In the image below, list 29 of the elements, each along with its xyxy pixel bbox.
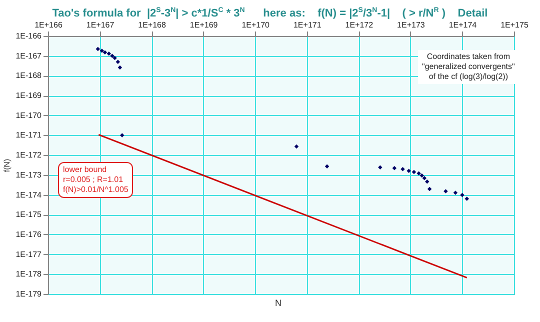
y-tick-label: 1E-177 — [16, 250, 42, 259]
x-tick-label: 1E+166 — [34, 20, 63, 30]
annotation: lower bound r=0.005 ; R=1.01 f(N)>0.01/N^1.005 — [58, 162, 134, 198]
x-tick-label: 1E+174 — [448, 20, 478, 30]
y-tick-label: 1E-179 — [16, 290, 42, 298]
y-tick-label: 1E-172 — [16, 150, 42, 160]
y-tick-label: 1E-169 — [16, 91, 42, 100]
x-axis-title: N — [275, 298, 282, 308]
y-tick-label: 1E-171 — [16, 130, 42, 140]
y-tick-label: 1E-178 — [16, 270, 42, 279]
x-tick-label: 1E+169 — [190, 20, 218, 30]
y-tick-label: 1E-170 — [16, 110, 42, 120]
y-tick-label: 1E-175 — [16, 210, 42, 220]
annotation: Coordinates taken from "generalized convergents" of the cf (log(3)/log(2)) — [418, 50, 519, 84]
y-tick-label: 1E-168 — [16, 71, 42, 80]
y-tick-label: 1E-167 — [16, 51, 42, 60]
chart-title: Tao's formula for |2$^{S}$-3$^{N}$| > c*1/S$^{C}$ * 3$^{N}$ here as: f(N) = |2$^{S}$/3$^{N}$-1| ( > r/N$^{R}$ ) Detail — [52, 7, 488, 20]
x-tick-label: 1E+170 — [242, 20, 270, 30]
y-tick-label: 1E-176 — [16, 230, 42, 239]
x-tick-label: 1E+173 — [397, 20, 426, 30]
y-tick-label: 1E-166 — [16, 32, 42, 40]
x-tick-label: 1E+172 — [345, 20, 374, 30]
x-tick-label: 1E+168 — [138, 20, 167, 30]
y-tick-label: 1E-173 — [16, 170, 42, 180]
x-tick-label: 1E+167 — [86, 20, 115, 30]
y-axis-title: f(N) — [2, 158, 12, 172]
x-tick-label: 1E+175 — [500, 20, 529, 30]
x-tick-label: 1E+171 — [293, 20, 322, 30]
y-tick-label: 1E-174 — [16, 190, 42, 200]
